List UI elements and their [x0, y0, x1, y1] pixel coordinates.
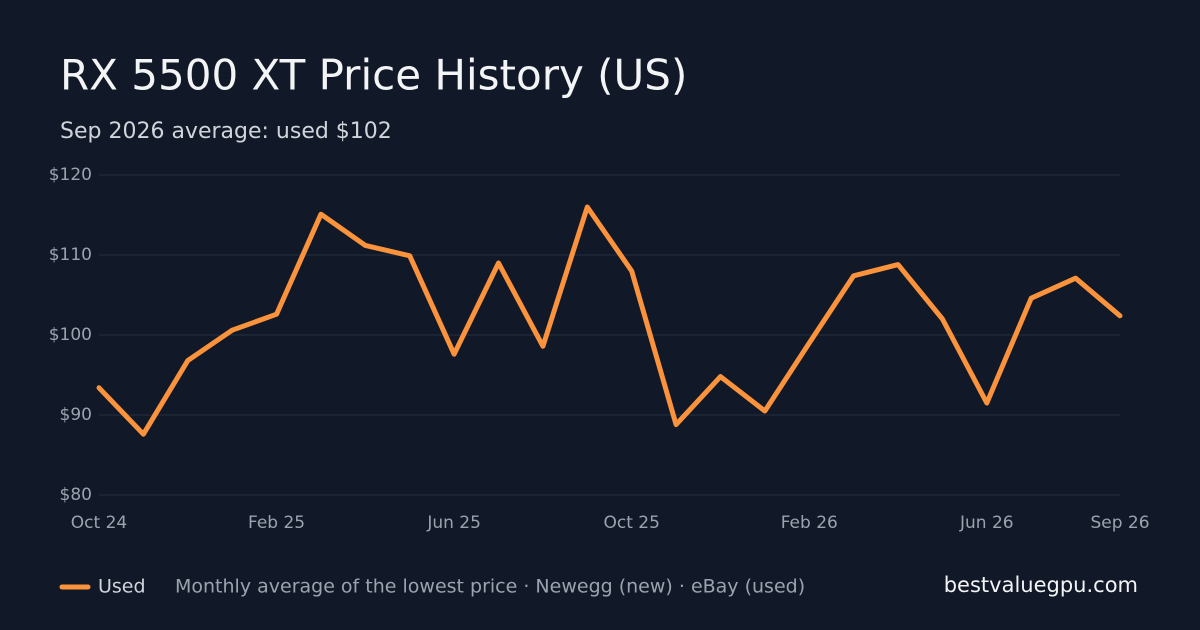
y-tick-label: $90 [60, 405, 92, 425]
series-line [96, 204, 1123, 437]
y-tick-label: $120 [49, 165, 92, 185]
legend-label: Used [98, 576, 146, 598]
x-tick-label: Feb 25 [248, 513, 305, 533]
y-tick-label: $100 [49, 325, 92, 345]
x-tick-label: Oct 24 [71, 513, 127, 533]
x-tick-label: Feb 26 [781, 513, 838, 533]
site-name: bestvaluegpu.com [944, 573, 1138, 597]
chart-title: RX 5500 XT Price History (US) [60, 51, 687, 100]
footnote: Monthly average of the lowest price · Ne… [175, 576, 805, 598]
x-tick-label: Sep 26 [1090, 513, 1149, 533]
x-tick-label: Jun 26 [959, 513, 1014, 533]
x-tick-label: Jun 25 [426, 513, 481, 533]
x-tick-label: Oct 25 [603, 513, 659, 533]
y-tick-label: $80 [60, 485, 92, 505]
y-tick-label: $110 [49, 245, 92, 265]
chart-subtitle: Sep 2026 average: used $102 [60, 119, 392, 144]
